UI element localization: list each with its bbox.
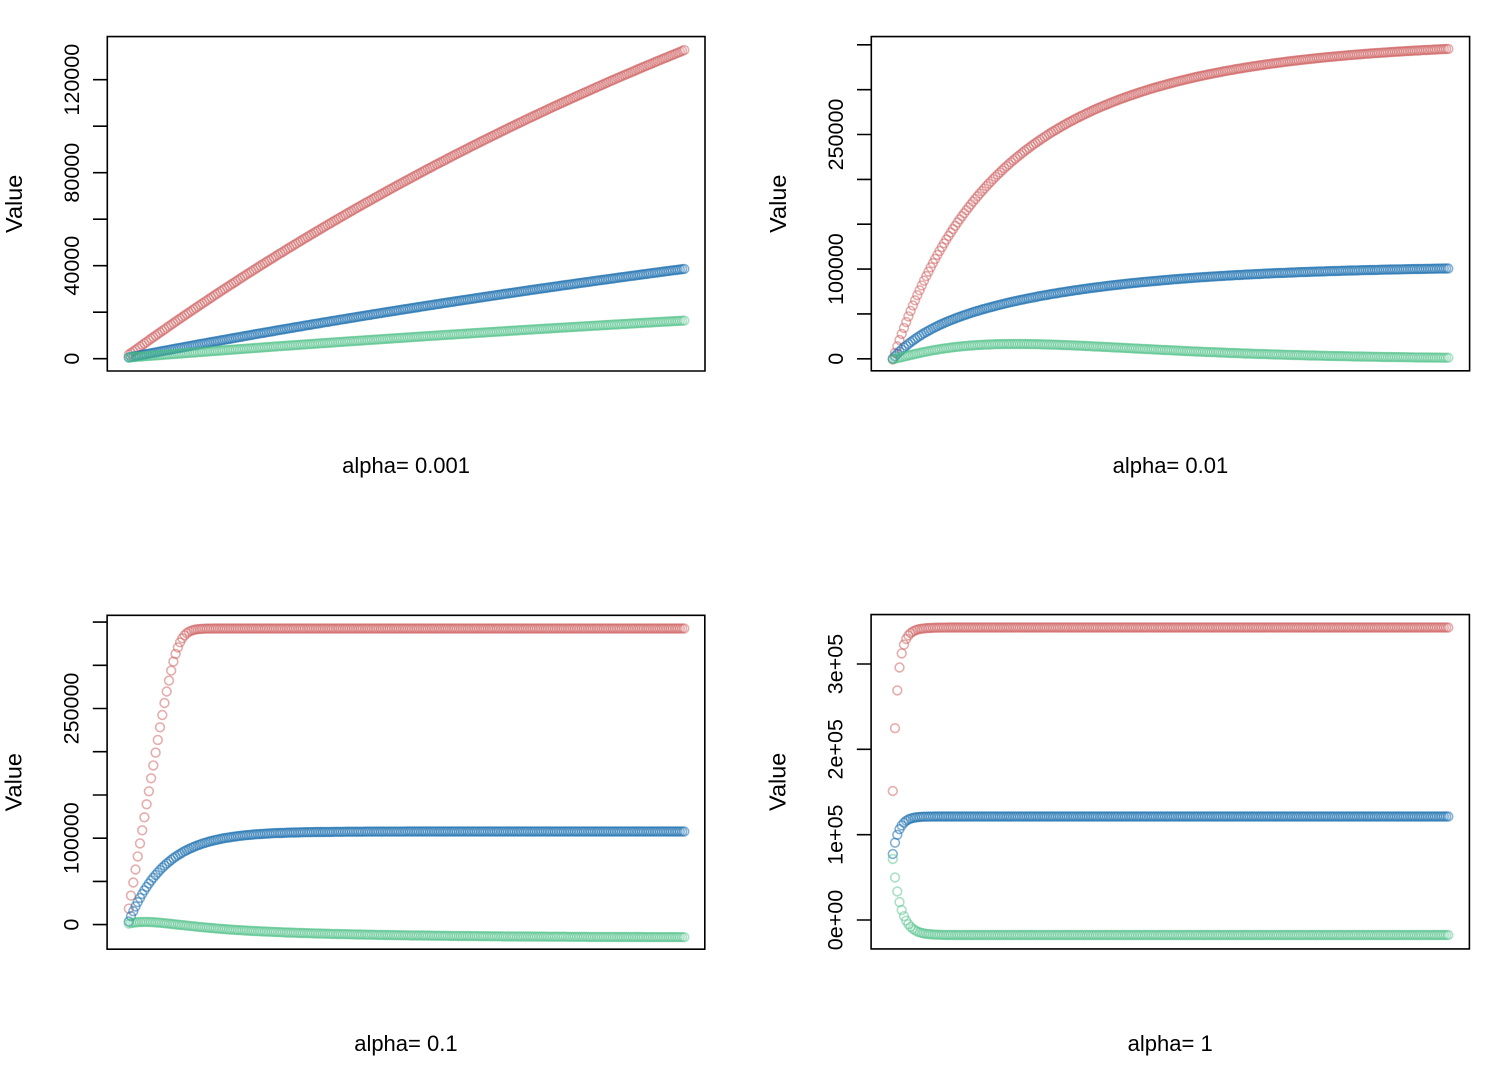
svg-text:0: 0 (60, 919, 84, 931)
svg-text:0: 0 (824, 353, 848, 365)
svg-text:1e+05: 1e+05 (824, 804, 848, 864)
svg-text:2e+05: 2e+05 (824, 719, 848, 779)
svg-text:alpha= 1: alpha= 1 (1128, 1031, 1213, 1056)
svg-text:250000: 250000 (824, 99, 848, 171)
svg-text:Value: Value (1, 753, 27, 811)
svg-text:alpha= 0.01: alpha= 0.01 (1113, 453, 1229, 478)
svg-text:40000: 40000 (60, 236, 84, 296)
svg-text:Value: Value (765, 175, 791, 233)
svg-text:Value: Value (765, 753, 791, 811)
svg-text:0e+00: 0e+00 (824, 890, 848, 950)
svg-text:3e+05: 3e+05 (824, 634, 848, 694)
svg-text:120000: 120000 (60, 44, 84, 116)
svg-text:alpha= 0.1: alpha= 0.1 (354, 1031, 457, 1056)
svg-text:0: 0 (60, 353, 84, 365)
svg-text:250000: 250000 (60, 673, 84, 745)
svg-text:100000: 100000 (60, 802, 84, 874)
svg-text:100000: 100000 (824, 233, 848, 305)
svg-text:Value: Value (1, 175, 27, 233)
svg-text:alpha= 0.001: alpha= 0.001 (342, 453, 470, 478)
svg-text:80000: 80000 (60, 143, 84, 203)
